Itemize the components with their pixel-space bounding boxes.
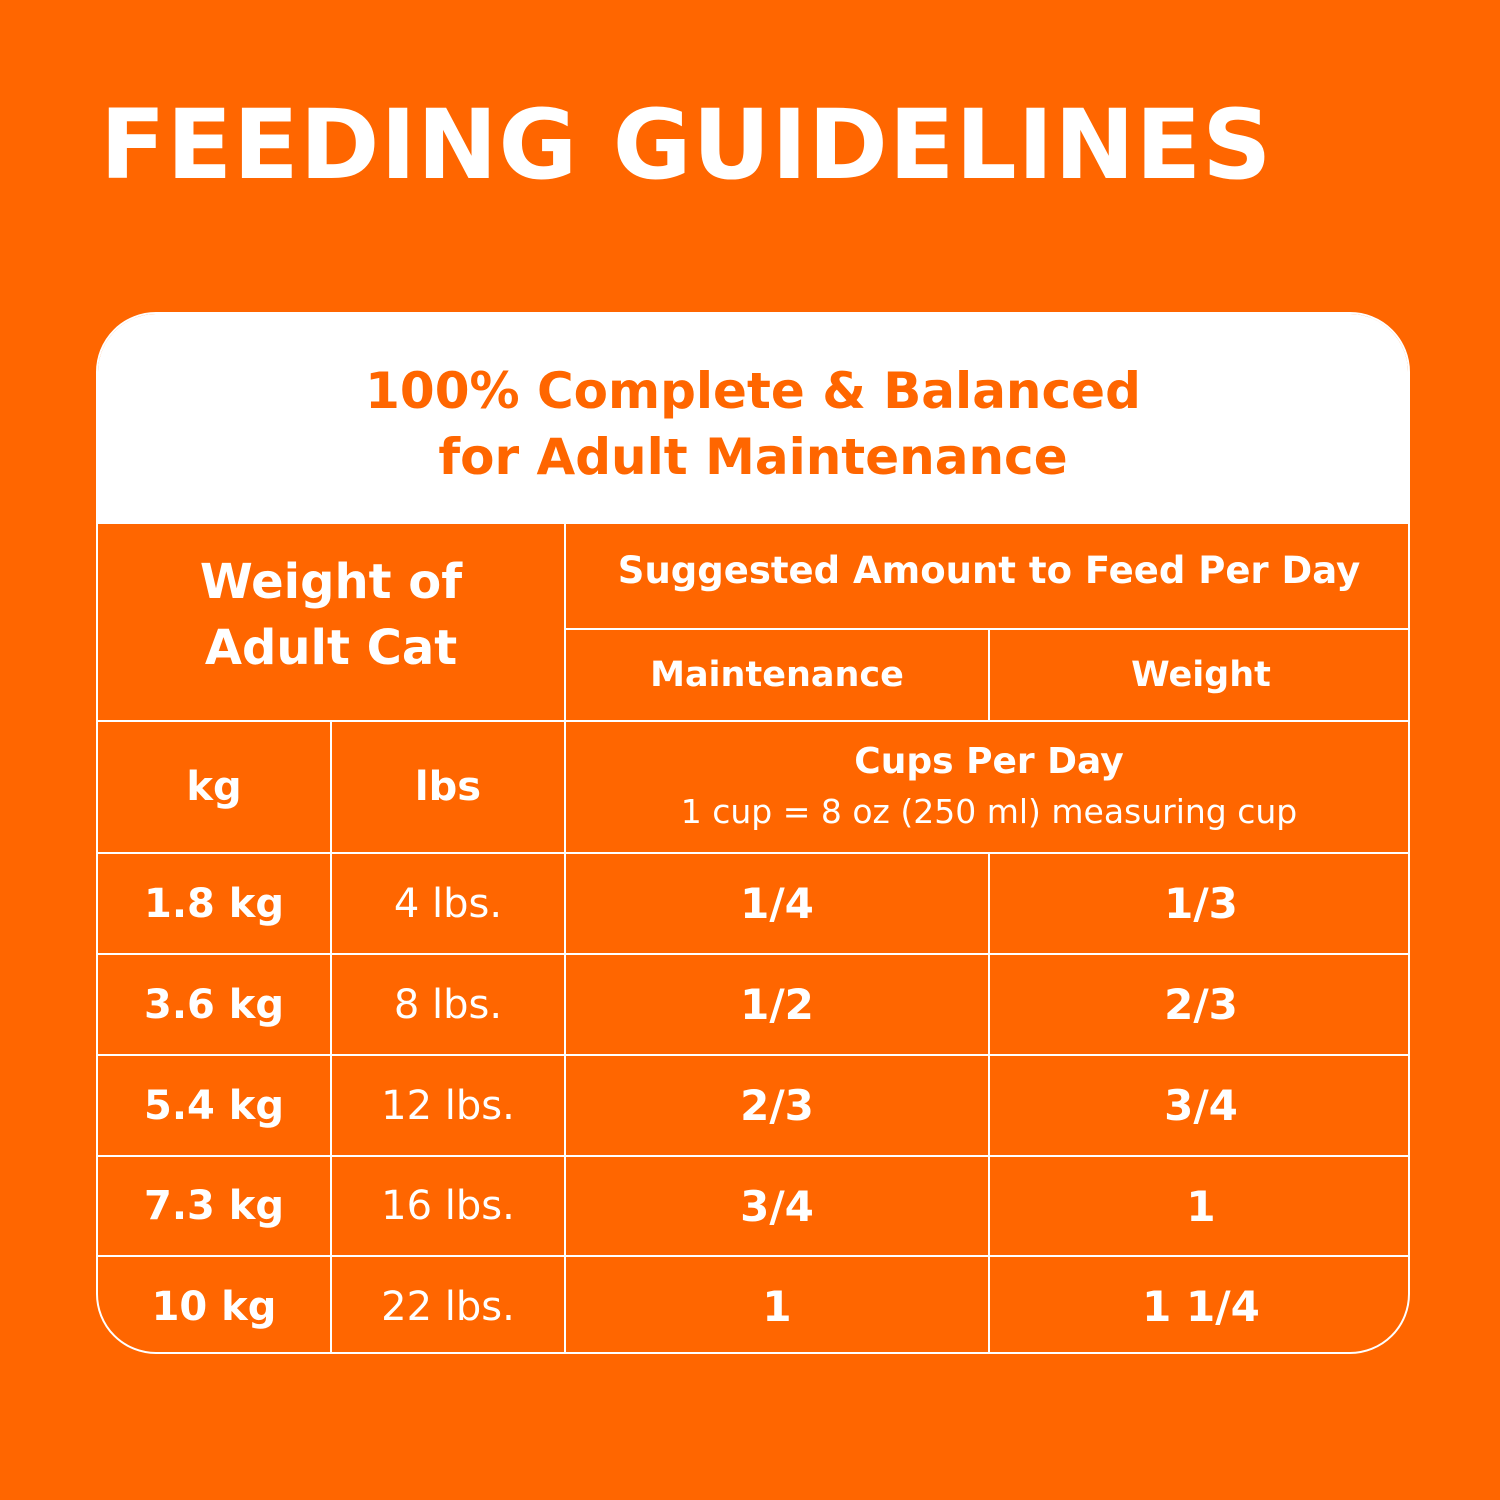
- weight-header: Weight: [1131, 655, 1271, 695]
- cups-per-day-label: Cups Per Day: [854, 741, 1124, 782]
- table-row-3-lbs: 12 lbs.: [381, 1082, 515, 1129]
- table-row-5-maintenance: 1: [762, 1282, 792, 1331]
- divider: [98, 953, 1408, 955]
- table-row-2-kg: 3.6 kg: [143, 981, 285, 1028]
- table-row-3-kg: 5.4 kg: [143, 1082, 285, 1129]
- cups-per-day-header: Cups Per Day 1 cup = 8 oz (250 ml) measu…: [566, 722, 1408, 852]
- table-row-1-weight: 1/3: [1164, 879, 1238, 928]
- lbs-header: lbs: [414, 764, 482, 810]
- weight-header-line-1: Weight of: [199, 554, 463, 610]
- table-row-2-weight: 2/3: [1164, 980, 1238, 1029]
- divider: [98, 1054, 1408, 1056]
- table-row-2-maintenance: 1/2: [740, 980, 814, 1029]
- table-row-2-lbs: 8 lbs.: [393, 981, 503, 1028]
- weight-header-line-2: Adult Cat: [204, 620, 458, 676]
- suggested-amount-header: Suggested Amount to Feed Per Day: [617, 548, 1361, 592]
- table-row-5-weight: 1 1/4: [1142, 1282, 1260, 1331]
- card-heading-line-1: 100% Complete & Balanced: [365, 362, 1141, 420]
- card-heading: 100% Complete & Balanced for Adult Maint…: [98, 314, 1408, 524]
- table-row-4-kg: 7.3 kg: [143, 1183, 285, 1229]
- table-row-4-weight: 1: [1186, 1181, 1216, 1231]
- divider: [564, 524, 566, 1352]
- divider: [98, 852, 1408, 854]
- table-row-1-lbs: 4 lbs.: [393, 880, 503, 927]
- maintenance-header: Maintenance: [650, 655, 904, 695]
- card-heading-line-2: for Adult Maintenance: [438, 428, 1068, 486]
- table-row-1-maintenance: 1/4: [740, 879, 814, 928]
- divider: [988, 630, 990, 720]
- table-row-3-weight: 3/4: [1164, 1081, 1238, 1130]
- table-row-5-kg: 10 kg: [151, 1283, 277, 1330]
- weight-of-adult-cat-header: Weight of Adult Cat: [98, 526, 564, 720]
- divider: [988, 854, 990, 1352]
- page-title: FEEDING GUIDELINES: [100, 89, 1273, 201]
- table-row-4-maintenance: 3/4: [740, 1181, 814, 1231]
- table-row-4-lbs: 16 lbs.: [381, 1183, 515, 1229]
- table-row-1-kg: 1.8 kg: [143, 880, 285, 927]
- table-row-3-maintenance: 2/3: [740, 1081, 814, 1130]
- cup-measure-note: 1 cup = 8 oz (250 ml) measuring cup: [680, 792, 1298, 831]
- divider: [566, 628, 1408, 630]
- divider: [330, 722, 332, 1352]
- feeding-table-card: 100% Complete & Balanced for Adult Maint…: [96, 312, 1410, 1354]
- divider: [98, 1255, 1408, 1257]
- divider: [98, 720, 1408, 722]
- divider: [98, 1155, 1408, 1157]
- kg-header: kg: [186, 764, 242, 810]
- table-row-5-lbs: 22 lbs.: [381, 1283, 515, 1330]
